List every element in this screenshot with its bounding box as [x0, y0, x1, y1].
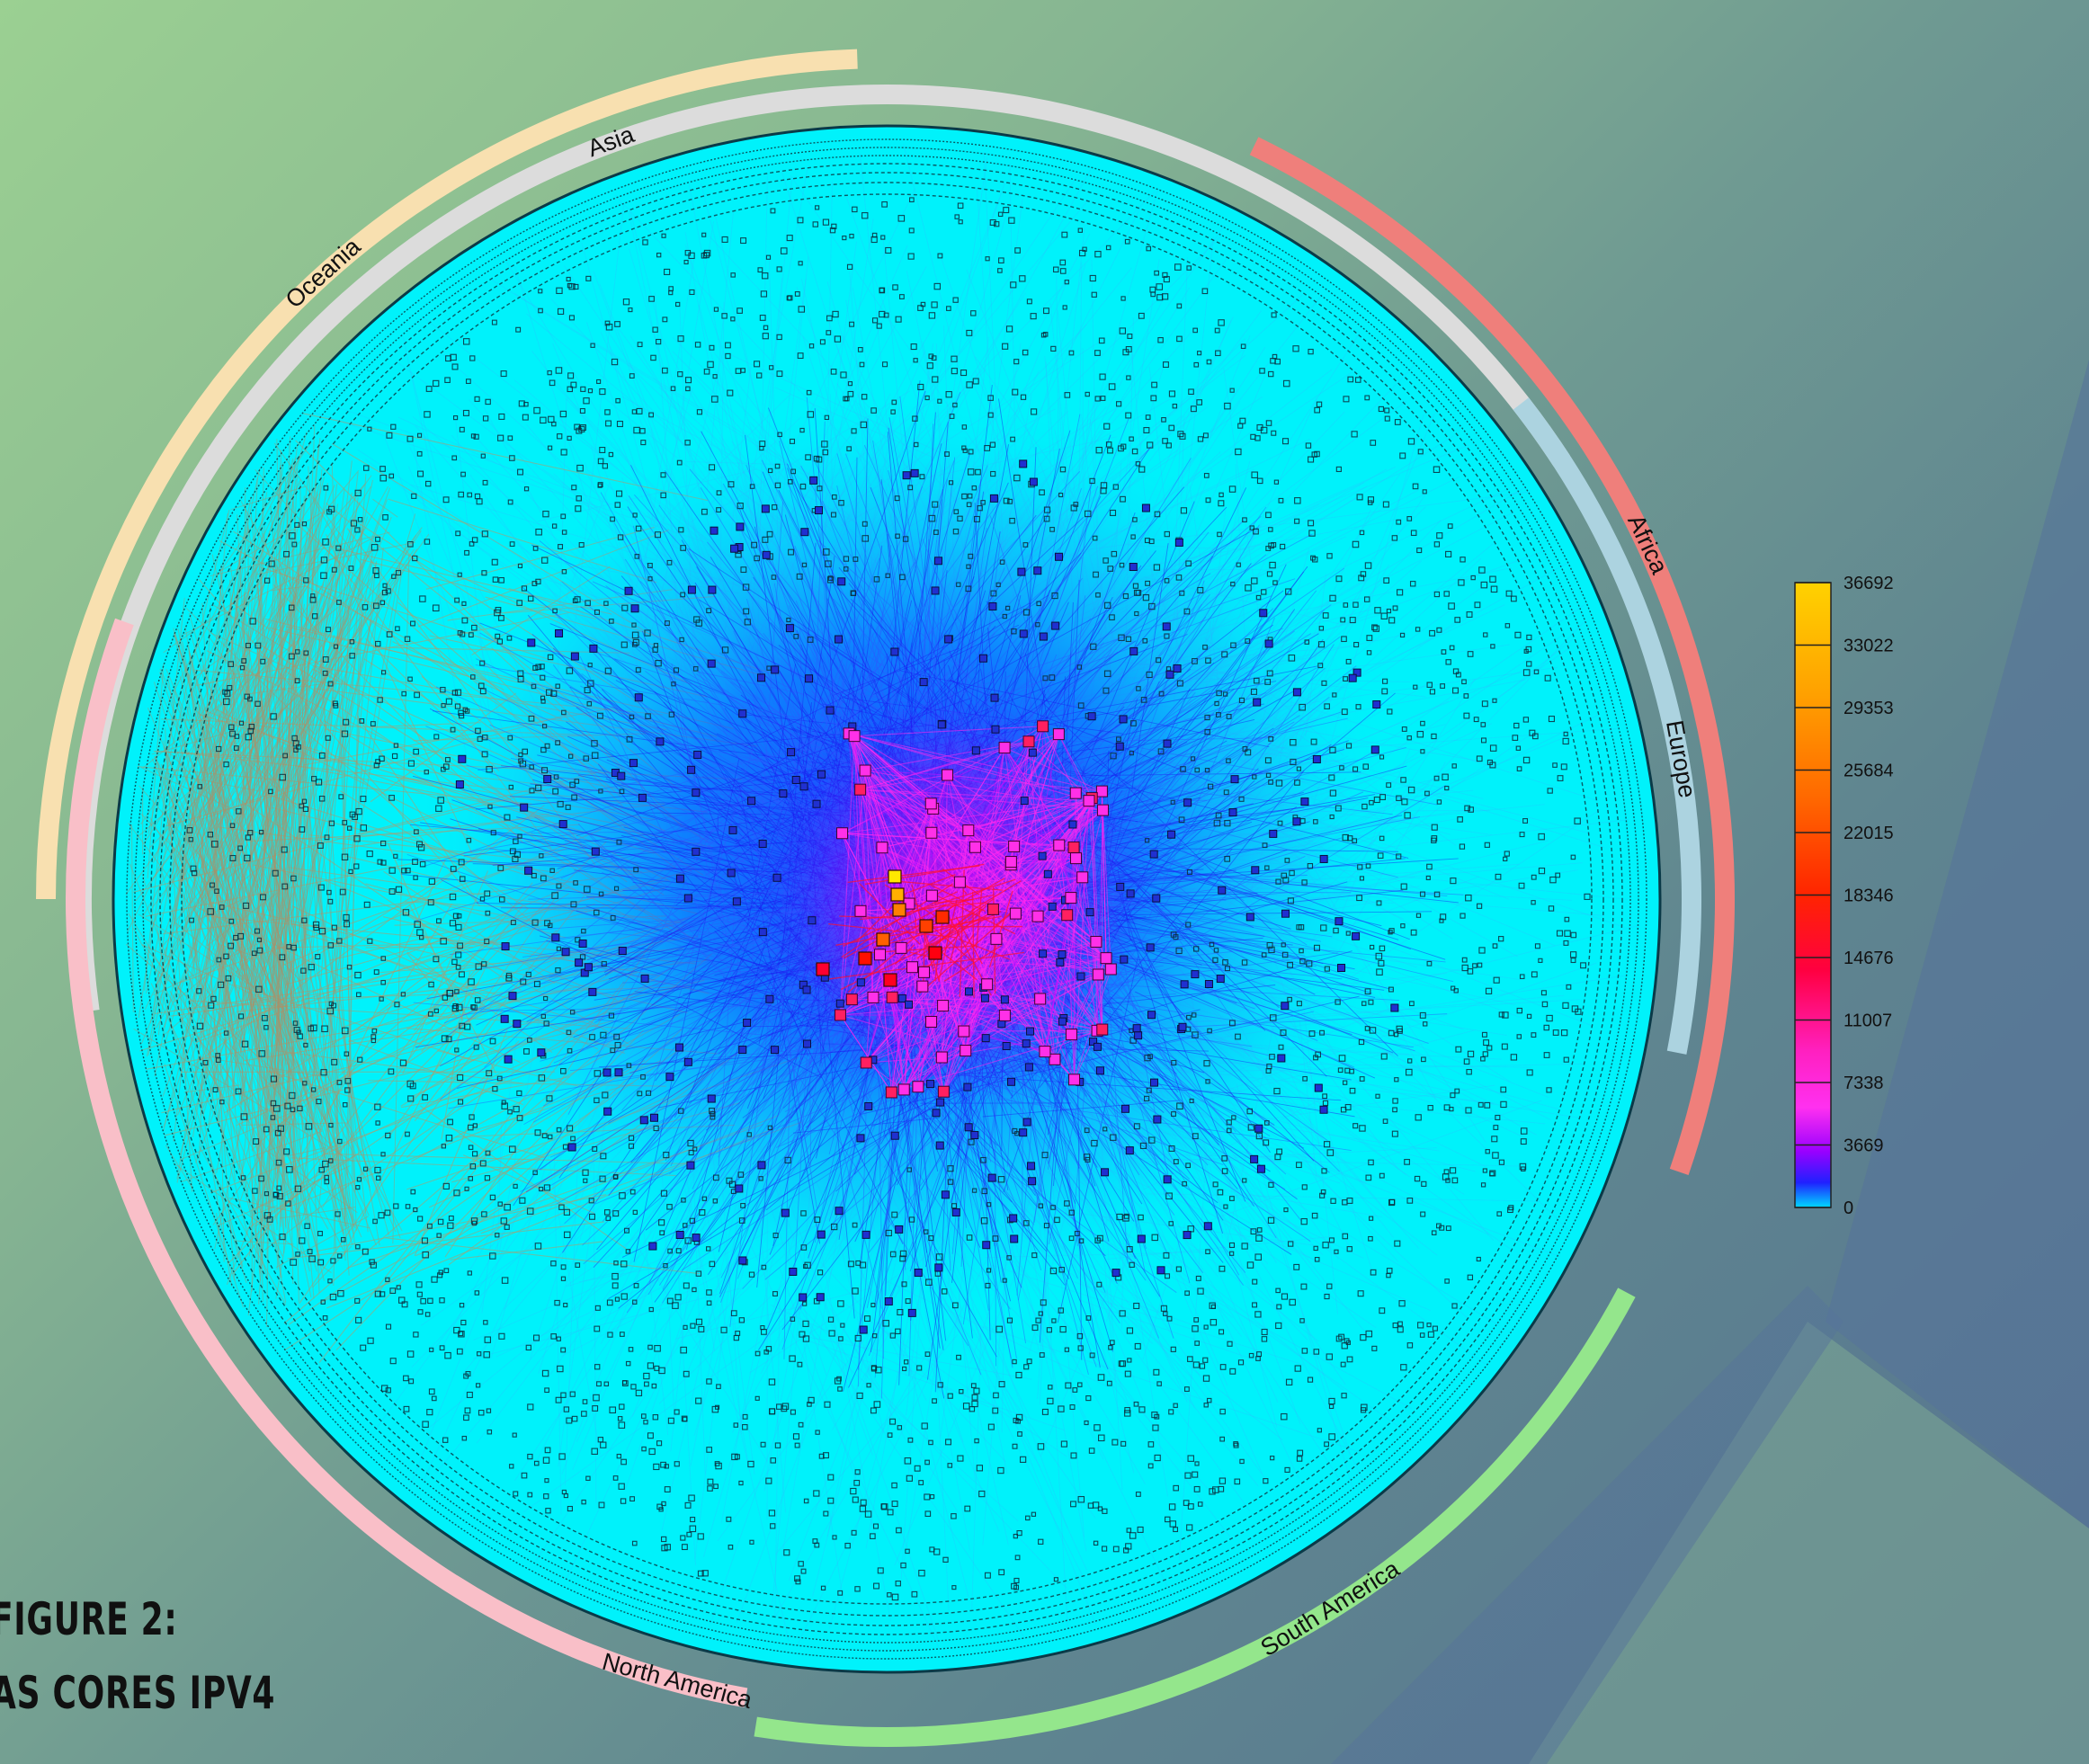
region-arc-europe: [1513, 397, 1702, 1055]
colorbar-tick-label: 0: [1843, 1198, 1853, 1218]
colorbar-tick-label: 22015: [1843, 824, 1894, 843]
region-arc-south-america: [754, 1287, 1636, 1747]
region-arc-africa: [1249, 137, 1735, 1176]
colorbar-tick-label: 11007: [1843, 1011, 1892, 1031]
top-core-links: [828, 726, 1111, 1093]
colorbar-tick-label: 18346: [1843, 886, 1894, 906]
core-nodes: [816, 720, 1117, 1099]
colorbar-tick-label: 7338: [1843, 1074, 1884, 1093]
region-arc-north-america: [66, 618, 748, 1708]
scatter-nodes: [186, 197, 1591, 1601]
region-arcs: [36, 49, 1735, 1747]
region-label-asia: Asia: [584, 120, 638, 162]
colorbar-ticks: 36692 33022 29353 25684 22015 18346 14676 11007…: [1795, 574, 1894, 1218]
colorbar-tick-label: 14676: [1843, 949, 1894, 968]
colorbar-tick-label: 29353: [1843, 699, 1894, 718]
figure-caption: FIGURE 2: AS CORES IPV4: [0, 1582, 275, 1730]
colorbar-legend: 36692 33022 29353 25684 22015 18346 14676 11007…: [1794, 574, 1894, 1218]
colorbar-tick-label: 3669: [1843, 1136, 1884, 1156]
colorbar-tick-label: 33022: [1843, 637, 1894, 656]
colorbar-tick-label: 36692: [1843, 574, 1894, 593]
colorbar-tick-label: 25684: [1843, 762, 1894, 781]
caption-line-2: AS CORES IPV4: [0, 1667, 276, 1719]
region-label-south-america: South America: [1255, 1555, 1405, 1662]
node-rings: [126, 138, 1647, 1660]
caption-line-1: FIGURE 2:: [0, 1593, 178, 1645]
region-label-europe: Europe: [1661, 718, 1701, 800]
region-arc-oceania: [36, 49, 858, 900]
